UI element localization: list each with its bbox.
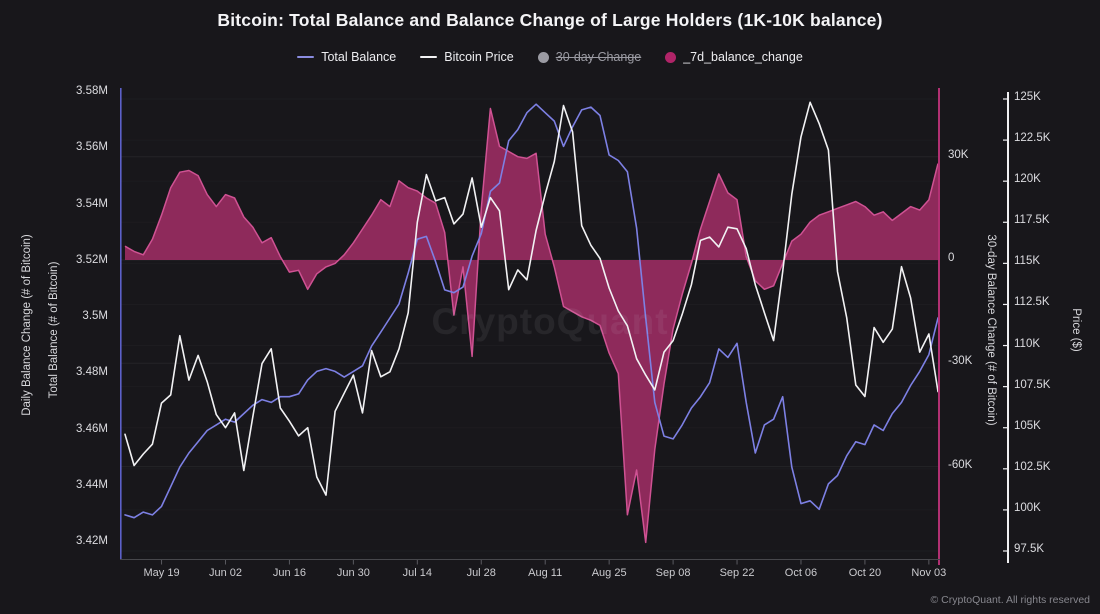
legend-item-30-day-change[interactable]: 30-day Change xyxy=(537,50,642,64)
date-axis-tick: Sep 22 xyxy=(719,567,755,579)
date-axis-tick: Jun 02 xyxy=(208,567,242,579)
30-day-change-dot-icon xyxy=(537,51,549,63)
date-axis-tick: Nov 03 xyxy=(911,567,947,579)
date-axis-tick: Oct 20 xyxy=(848,567,882,579)
legend-label-30-day-change: 30-day Change xyxy=(555,50,642,64)
total-balance-swatch-icon xyxy=(297,55,315,59)
price-axis-tick: 125K xyxy=(1014,91,1041,103)
legend-label-total-balance: Total Balance xyxy=(321,50,397,64)
legend-label-bitcoin-price: Bitcoin Price xyxy=(444,50,514,64)
date-axis-tick: May 19 xyxy=(143,567,180,579)
price-axis-tick: 107.5K xyxy=(1014,378,1051,391)
date-axis-tick: Jul 14 xyxy=(402,567,432,579)
left-axis-title-daily-balance-change: Daily Balance Change (# of Bitcoin) xyxy=(21,234,33,416)
date-axis-tick: Jun 30 xyxy=(336,567,370,579)
price-axis-tick: 120K xyxy=(1014,173,1041,186)
legend-item-bitcoin-price[interactable]: Bitcoin Price xyxy=(420,50,514,64)
date-axis-tick: Jun 16 xyxy=(272,567,306,579)
date-axis-tick: Aug 11 xyxy=(528,567,563,579)
legend-item-7d-balance-change[interactable]: _7d_balance_change xyxy=(665,50,803,64)
price-axis-tick: 100K xyxy=(1014,501,1041,514)
plot-area[interactable] xyxy=(120,88,1020,566)
left-axis-title-total-balance: Total Balance (# of Bitcoin) xyxy=(48,261,60,399)
price-axis-tick: 97.5K xyxy=(1014,543,1045,555)
date-axis-tick: Oct 06 xyxy=(784,567,818,579)
chart-title: Bitcoin: Total Balance and Balance Chang… xyxy=(217,10,883,30)
date-axis-tick: Aug 25 xyxy=(591,567,627,579)
balance-axis-tick: 3.54M xyxy=(76,197,108,210)
price-axis-tick: 115K xyxy=(1014,255,1041,268)
price-axis-tick: 110K xyxy=(1014,337,1041,350)
right-axis-title-price: Price ($) xyxy=(1070,308,1082,352)
balance-axis-tick: 3.44M xyxy=(76,478,108,491)
price-axis-tick: 122.5K xyxy=(1014,132,1051,145)
7d-balance-change-dot-icon xyxy=(665,51,677,63)
price-axis-tick: 117.5K xyxy=(1014,214,1050,227)
price-axis-tick: 102.5K xyxy=(1014,460,1051,473)
copyright-text: © CryptoQuant. All rights reserved xyxy=(930,594,1090,606)
legend-label-7d-balance-change: _7d_balance_change xyxy=(683,50,803,64)
date-axis-tick: Sep 08 xyxy=(655,567,691,579)
balance-axis-tick: 3.46M xyxy=(76,422,108,435)
balance-axis-tick: 3.58M xyxy=(76,85,108,97)
bitcoin-price-swatch-icon xyxy=(420,55,438,59)
legend-item-total-balance[interactable]: Total Balance xyxy=(297,50,396,64)
balance-axis-tick: 3.56M xyxy=(76,141,108,154)
price-axis-tick: 105K xyxy=(1014,419,1041,432)
balance-axis-tick: 3.42M xyxy=(76,535,108,547)
legend: Total Balance Bitcoin Price 30-day Chang… xyxy=(0,50,1100,64)
date-axis-tick: Jul 28 xyxy=(466,567,496,579)
price-axis-tick: 112.5K xyxy=(1014,296,1050,309)
